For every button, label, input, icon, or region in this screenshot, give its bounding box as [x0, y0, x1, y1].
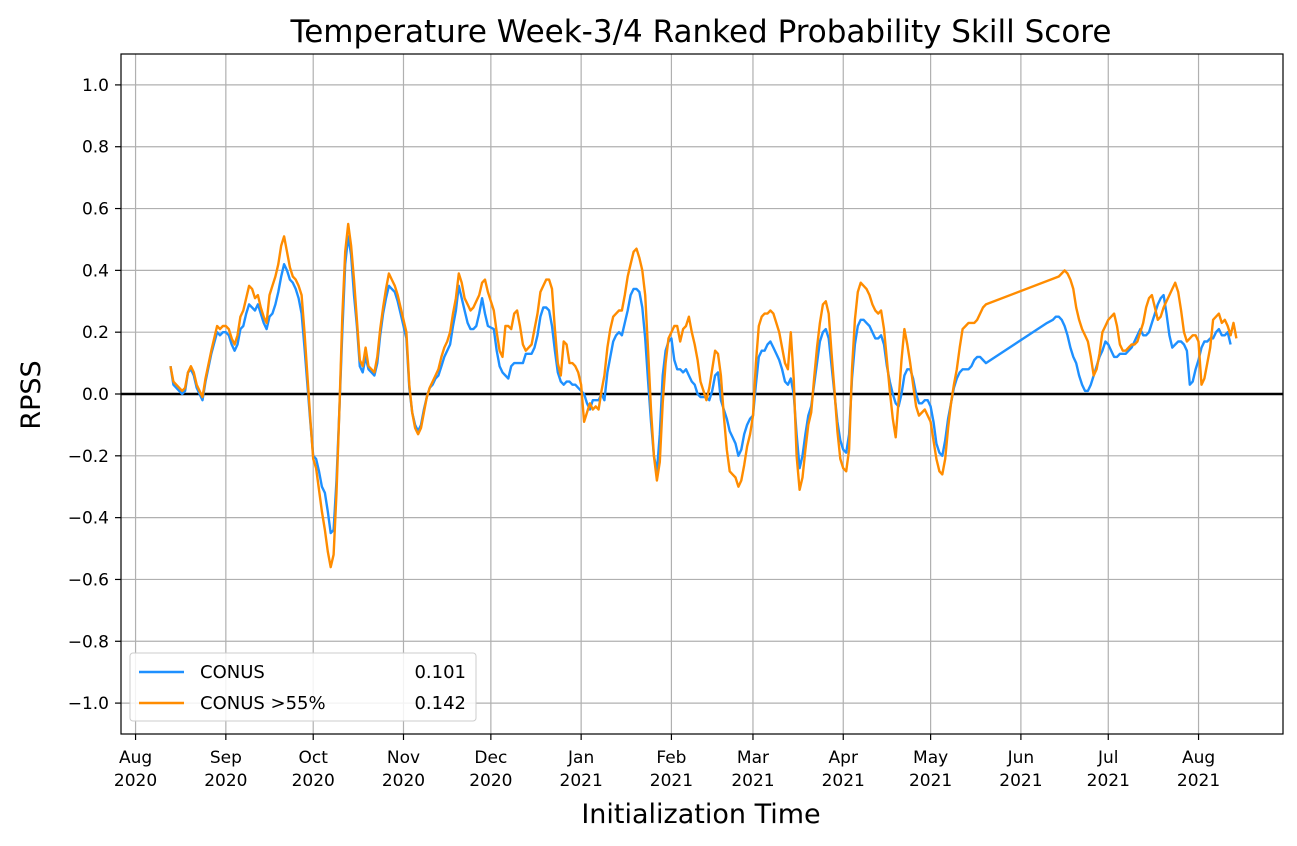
x-tick-label-month: Sep — [210, 748, 242, 768]
legend: CONUS 0.101 CONUS >55% 0.142 — [129, 652, 477, 722]
x-tick-label-year: 2020 — [469, 771, 512, 791]
y-axis-label: RPSS — [16, 360, 47, 429]
x-tick-label-month: Jun — [1007, 748, 1035, 768]
y-tick-label: −0.2 — [68, 447, 109, 467]
series-line-conus-55 — [169, 222, 1238, 569]
x-tick-label-month: May — [913, 748, 948, 768]
x-tick-label-month: Jan — [567, 748, 594, 768]
y-tick-label: 0.8 — [82, 138, 109, 158]
x-tick-label-month: Jul — [1097, 748, 1119, 768]
x-axis-label: Initialization Time — [581, 799, 820, 830]
legend-value-conus-55: 0.142 — [414, 693, 466, 714]
x-tick-label-year: 2020 — [292, 771, 335, 791]
x-tick-label-month: Mar — [737, 748, 769, 768]
x-axis-ticks: Aug 2020 Sep 2020 Oct 2020 Nov 2020 Dec 2020 Jan 20… — [114, 734, 1220, 791]
y-tick-label: −0.8 — [68, 632, 109, 652]
x-tick-label-month: Oct — [299, 748, 329, 768]
x-tick-label-year: 2021 — [731, 771, 774, 791]
x-tick-label-year: 2021 — [999, 771, 1042, 791]
x-tick-label-year: 2021 — [822, 771, 865, 791]
legend-value-conus: 0.101 — [414, 662, 466, 683]
y-tick-label: 0.2 — [82, 323, 109, 343]
legend-box — [129, 652, 477, 722]
y-tick-label: −0.6 — [68, 570, 109, 590]
series-lines — [169, 222, 1238, 569]
x-tick-label-month: Nov — [387, 748, 420, 768]
y-tick-label: 0.4 — [82, 261, 109, 281]
x-tick-label-year: 2021 — [560, 771, 603, 791]
y-tick-label: 0.6 — [82, 200, 109, 220]
x-tick-label-year: 2021 — [650, 771, 693, 791]
x-tick-label-year: 2020 — [204, 771, 247, 791]
x-tick-label-year: 2021 — [909, 771, 952, 791]
x-tick-label-year: 2020 — [114, 771, 157, 791]
y-tick-label: 0.0 — [82, 385, 109, 405]
x-tick-label-year: 2021 — [1177, 771, 1220, 791]
x-tick-label-year: 2021 — [1087, 771, 1130, 791]
legend-label-conus: CONUS — [200, 662, 265, 683]
x-tick-label-month: Aug — [119, 748, 152, 768]
y-tick-label: −0.4 — [68, 509, 109, 529]
x-tick-label-month: Apr — [829, 748, 858, 768]
x-tick-label-month: Dec — [474, 748, 507, 768]
y-axis-ticks: −1.0 −0.8 −0.6 −0.4 −0.2 0.0 0.2 0.4 0.6 0.8 1.0 — [68, 76, 121, 714]
x-tick-label-year: 2020 — [382, 771, 425, 791]
x-tick-label-month: Feb — [656, 748, 686, 768]
y-tick-label: 1.0 — [82, 76, 109, 96]
x-tick-label-month: Aug — [1182, 748, 1215, 768]
legend-label-conus-55: CONUS >55% — [200, 693, 326, 714]
y-tick-label: −1.0 — [68, 694, 109, 714]
chart-title: Temperature Week-3/4 Ranked Probability … — [290, 14, 1112, 50]
